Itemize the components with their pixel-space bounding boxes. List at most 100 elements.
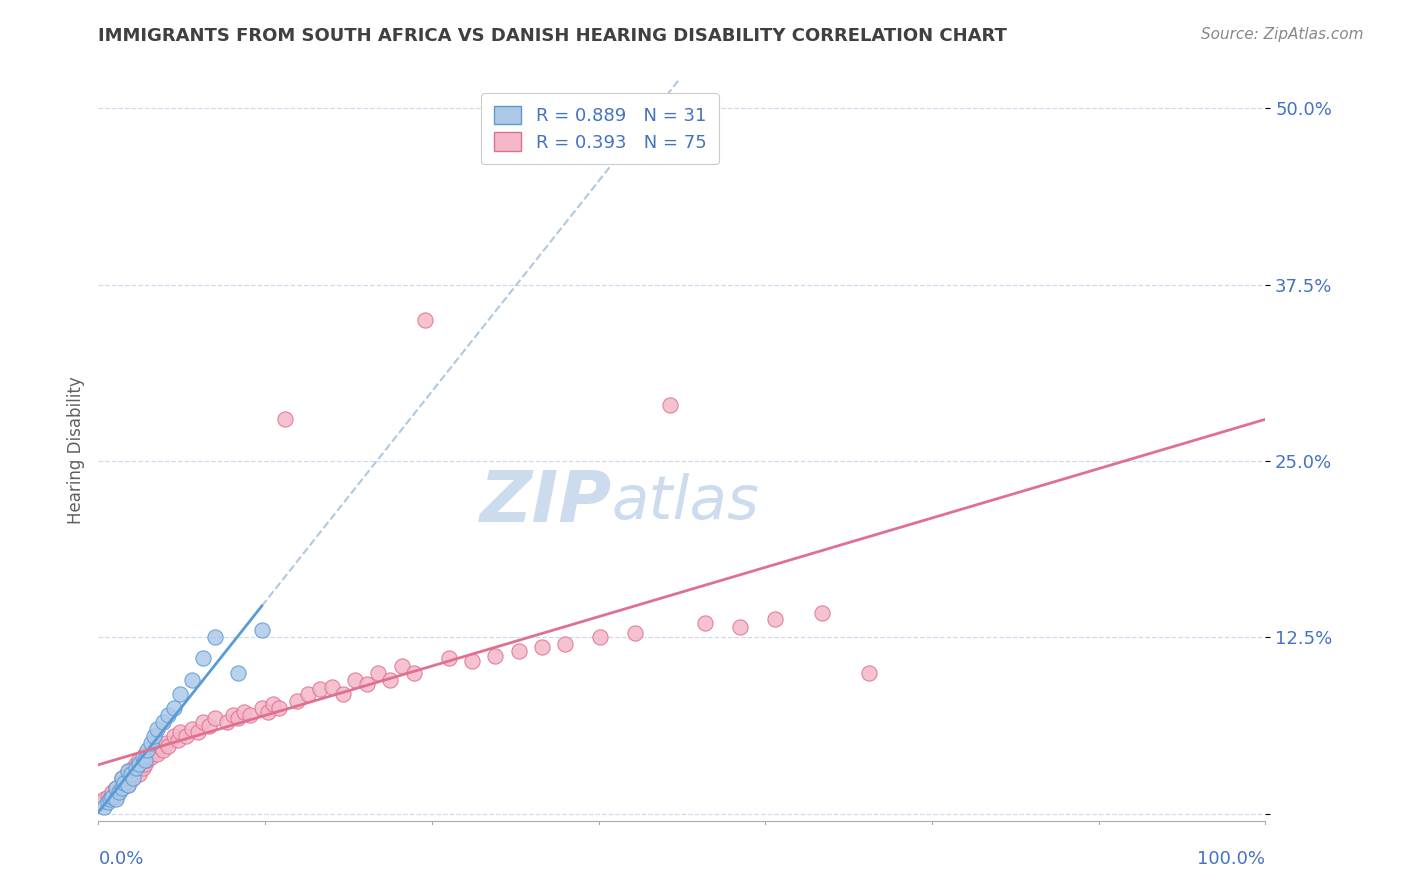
Point xyxy=(437,651,460,665)
Point xyxy=(146,722,169,736)
Point xyxy=(169,687,191,701)
Point xyxy=(356,677,378,691)
Point xyxy=(461,654,484,668)
Point xyxy=(111,772,134,786)
Point xyxy=(117,778,139,792)
Point xyxy=(111,781,134,796)
Point xyxy=(250,701,273,715)
Point xyxy=(157,739,180,753)
Point xyxy=(112,775,135,789)
Point xyxy=(117,764,139,779)
Point xyxy=(97,789,120,804)
Point xyxy=(120,767,142,781)
Point xyxy=(104,792,127,806)
Point xyxy=(391,658,413,673)
Point xyxy=(101,789,124,804)
Point xyxy=(122,762,145,776)
Point xyxy=(233,705,256,719)
Point xyxy=(152,714,174,729)
Point xyxy=(128,753,150,767)
Point xyxy=(402,665,425,680)
Point xyxy=(484,648,506,663)
Point xyxy=(143,743,166,757)
Text: IMMIGRANTS FROM SOUTH AFRICA VS DANISH HEARING DISABILITY CORRELATION CHART: IMMIGRANTS FROM SOUTH AFRICA VS DANISH H… xyxy=(98,27,1007,45)
Point xyxy=(93,792,115,806)
Point xyxy=(117,764,139,779)
Text: Source: ZipAtlas.com: Source: ZipAtlas.com xyxy=(1201,27,1364,42)
Point xyxy=(128,767,150,781)
Point xyxy=(530,640,553,655)
Point xyxy=(589,630,612,644)
Point xyxy=(321,680,343,694)
Point xyxy=(134,753,156,767)
Point xyxy=(128,757,150,772)
Point xyxy=(730,620,752,634)
Point xyxy=(297,687,319,701)
Point xyxy=(90,795,112,809)
Point xyxy=(93,799,115,814)
Point xyxy=(256,705,278,719)
Point xyxy=(104,781,127,796)
Point xyxy=(163,729,186,743)
Point xyxy=(413,313,436,327)
Point xyxy=(122,772,145,786)
Point xyxy=(134,747,156,762)
Point xyxy=(166,733,188,747)
Point xyxy=(139,736,162,750)
Point xyxy=(143,729,166,743)
Point xyxy=(193,714,215,729)
Point xyxy=(180,673,202,687)
Point xyxy=(204,711,226,725)
Y-axis label: Hearing Disability: Hearing Disability xyxy=(66,376,84,524)
Point xyxy=(108,785,131,799)
Point xyxy=(228,711,250,725)
Point xyxy=(98,792,121,806)
Point xyxy=(332,687,354,701)
Point xyxy=(239,707,262,722)
Point xyxy=(554,637,576,651)
Point xyxy=(169,724,191,739)
Point xyxy=(152,743,174,757)
Point xyxy=(344,673,367,687)
Point xyxy=(221,707,243,722)
Point xyxy=(763,612,786,626)
Point xyxy=(180,722,202,736)
Legend: R = 0.889   N = 31, R = 0.393   N = 75: R = 0.889 N = 31, R = 0.393 N = 75 xyxy=(481,93,718,164)
Point xyxy=(659,398,682,412)
Point xyxy=(163,701,186,715)
Point xyxy=(117,778,139,792)
Point xyxy=(125,757,148,772)
Point xyxy=(215,714,238,729)
Point xyxy=(174,729,197,743)
Point xyxy=(155,736,177,750)
Point xyxy=(285,694,308,708)
Point xyxy=(132,750,155,764)
Point xyxy=(858,665,880,680)
Point xyxy=(136,753,159,767)
Point xyxy=(122,772,145,786)
Point xyxy=(262,697,284,711)
Point xyxy=(695,616,717,631)
Point xyxy=(624,626,647,640)
Point xyxy=(508,644,530,658)
Point xyxy=(104,781,127,796)
Point xyxy=(228,665,250,680)
Point xyxy=(187,724,209,739)
Point xyxy=(148,739,170,753)
Point xyxy=(97,795,120,809)
Text: ZIP: ZIP xyxy=(479,467,612,537)
Point xyxy=(112,775,135,789)
Point xyxy=(146,747,169,762)
Text: 0.0%: 0.0% xyxy=(98,850,143,868)
Point xyxy=(120,767,142,781)
Point xyxy=(157,707,180,722)
Point xyxy=(198,719,221,733)
Point xyxy=(136,743,159,757)
Point xyxy=(111,772,134,786)
Point xyxy=(309,682,332,697)
Point xyxy=(101,785,124,799)
Point xyxy=(104,789,127,804)
Point xyxy=(134,757,156,772)
Point xyxy=(204,630,226,644)
Point xyxy=(250,624,273,638)
